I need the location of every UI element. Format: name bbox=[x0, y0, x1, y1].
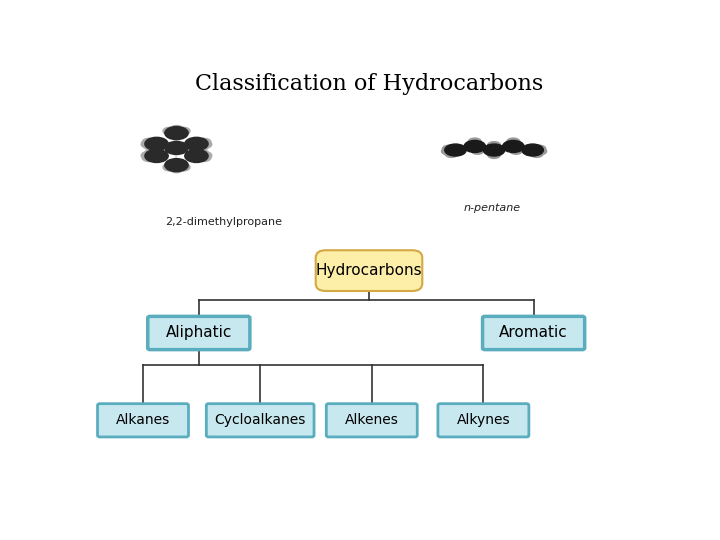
Ellipse shape bbox=[176, 164, 190, 171]
Ellipse shape bbox=[483, 144, 505, 156]
Ellipse shape bbox=[441, 147, 454, 155]
FancyBboxPatch shape bbox=[207, 404, 314, 437]
Text: Cycloalkanes: Cycloalkanes bbox=[215, 413, 306, 427]
FancyBboxPatch shape bbox=[148, 316, 250, 349]
Ellipse shape bbox=[165, 141, 188, 154]
FancyBboxPatch shape bbox=[438, 404, 529, 437]
Text: 2,2-dimethylpropane: 2,2-dimethylpropane bbox=[166, 217, 282, 227]
Text: Aliphatic: Aliphatic bbox=[166, 326, 232, 341]
Ellipse shape bbox=[195, 143, 209, 150]
Ellipse shape bbox=[170, 165, 184, 173]
Text: Hydrocarbons: Hydrocarbons bbox=[315, 263, 423, 278]
Ellipse shape bbox=[534, 147, 546, 155]
Ellipse shape bbox=[530, 150, 543, 157]
Ellipse shape bbox=[145, 150, 168, 163]
Ellipse shape bbox=[445, 150, 458, 157]
Text: n-pentane: n-pentane bbox=[464, 203, 521, 213]
Ellipse shape bbox=[185, 150, 208, 163]
Ellipse shape bbox=[163, 164, 176, 171]
Text: Alkenes: Alkenes bbox=[345, 413, 399, 427]
Ellipse shape bbox=[176, 127, 190, 135]
Ellipse shape bbox=[142, 138, 156, 146]
Ellipse shape bbox=[197, 154, 211, 161]
Ellipse shape bbox=[507, 138, 520, 145]
Ellipse shape bbox=[144, 143, 158, 150]
Ellipse shape bbox=[510, 147, 523, 154]
Text: Aromatic: Aromatic bbox=[499, 326, 568, 341]
Ellipse shape bbox=[195, 150, 209, 157]
Ellipse shape bbox=[142, 154, 156, 161]
Ellipse shape bbox=[487, 141, 500, 149]
Ellipse shape bbox=[197, 138, 211, 146]
Text: Classification of Hydrocarbons: Classification of Hydrocarbons bbox=[195, 72, 543, 94]
Text: Alkynes: Alkynes bbox=[456, 413, 510, 427]
Ellipse shape bbox=[141, 152, 155, 159]
Ellipse shape bbox=[144, 150, 158, 157]
Text: Alkanes: Alkanes bbox=[116, 413, 170, 427]
FancyBboxPatch shape bbox=[482, 316, 585, 349]
Ellipse shape bbox=[503, 140, 524, 152]
FancyBboxPatch shape bbox=[326, 404, 418, 437]
Ellipse shape bbox=[198, 140, 212, 148]
Ellipse shape bbox=[165, 159, 188, 172]
Ellipse shape bbox=[464, 140, 485, 152]
Ellipse shape bbox=[533, 145, 546, 152]
Ellipse shape bbox=[445, 144, 467, 156]
FancyBboxPatch shape bbox=[315, 250, 423, 291]
Ellipse shape bbox=[468, 138, 481, 145]
Ellipse shape bbox=[170, 125, 184, 133]
Ellipse shape bbox=[163, 127, 176, 135]
FancyBboxPatch shape bbox=[97, 404, 189, 437]
Ellipse shape bbox=[185, 137, 208, 150]
Ellipse shape bbox=[471, 147, 484, 154]
Ellipse shape bbox=[442, 145, 455, 152]
Ellipse shape bbox=[198, 152, 212, 159]
Ellipse shape bbox=[522, 144, 544, 156]
Ellipse shape bbox=[487, 151, 500, 158]
Ellipse shape bbox=[141, 140, 155, 148]
Ellipse shape bbox=[165, 126, 188, 140]
Ellipse shape bbox=[145, 137, 168, 150]
